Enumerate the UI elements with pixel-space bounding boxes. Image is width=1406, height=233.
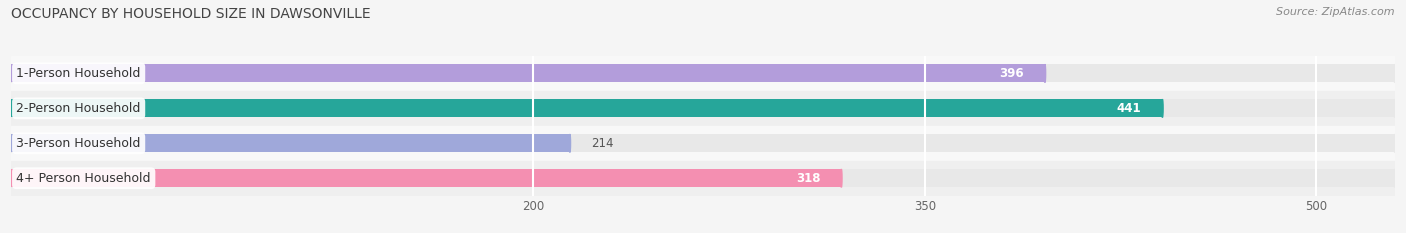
Bar bbox=[11, 99, 1163, 117]
Bar bbox=[11, 64, 1045, 82]
Bar bbox=[11, 126, 1395, 161]
Bar bbox=[11, 99, 1395, 117]
Text: 214: 214 bbox=[591, 137, 613, 150]
Text: 3-Person Household: 3-Person Household bbox=[17, 137, 141, 150]
Bar bbox=[11, 56, 1395, 91]
Text: 318: 318 bbox=[796, 172, 821, 185]
Bar bbox=[11, 134, 1395, 152]
Text: 396: 396 bbox=[1000, 67, 1024, 80]
Bar bbox=[11, 169, 1395, 187]
Bar bbox=[11, 91, 1395, 126]
Text: 1-Person Household: 1-Person Household bbox=[17, 67, 141, 80]
Bar bbox=[11, 169, 841, 187]
Text: 2-Person Household: 2-Person Household bbox=[17, 102, 141, 115]
Text: 4+ Person Household: 4+ Person Household bbox=[17, 172, 150, 185]
Text: OCCUPANCY BY HOUSEHOLD SIZE IN DAWSONVILLE: OCCUPANCY BY HOUSEHOLD SIZE IN DAWSONVIL… bbox=[11, 7, 371, 21]
Text: 441: 441 bbox=[1116, 102, 1142, 115]
Bar bbox=[11, 161, 1395, 196]
Bar bbox=[11, 64, 1395, 82]
Text: Source: ZipAtlas.com: Source: ZipAtlas.com bbox=[1277, 7, 1395, 17]
Bar bbox=[11, 134, 569, 152]
